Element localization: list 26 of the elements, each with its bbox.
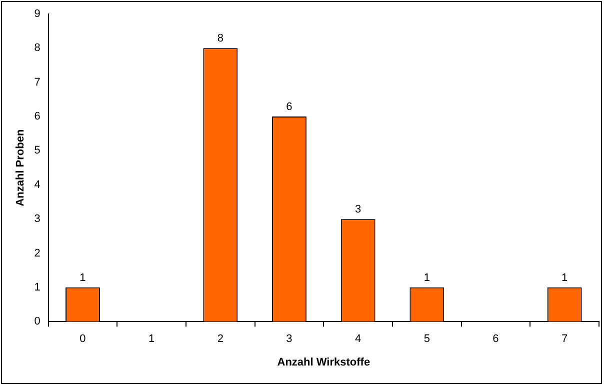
data-label: 6: [286, 101, 292, 114]
data-label: 1: [424, 272, 430, 284]
y-tick-label: 3: [34, 213, 40, 226]
x-tick-label: 6: [492, 333, 499, 346]
y-tick-label: 7: [34, 76, 40, 88]
x-tick-label: 7: [562, 333, 568, 346]
x-tick-label: 5: [424, 333, 430, 346]
y-tick-label: 5: [34, 144, 40, 157]
data-label: 8: [217, 32, 224, 45]
x-axis-title: Anzahl Wirkstoffe: [277, 356, 370, 368]
y-tick-label: 6: [34, 110, 40, 123]
y-axis-title: Anzahl Proben: [14, 129, 27, 206]
x-tick-label: 1: [148, 333, 155, 346]
y-tick-label: 8: [34, 42, 40, 54]
data-label: 3: [355, 204, 362, 216]
y-tick-label: 1: [34, 281, 40, 294]
y-tick-label: 2: [34, 247, 40, 260]
y-tick-label: 9: [34, 8, 40, 20]
y-tick-label: 0: [34, 316, 40, 328]
data-label: 1: [80, 272, 86, 284]
x-tick-label: 3: [286, 333, 292, 346]
y-tick-label: 4: [34, 178, 40, 191]
x-tick-label: 0: [80, 333, 86, 346]
x-tick-label: 4: [355, 333, 362, 346]
x-tick-label: 2: [217, 333, 224, 346]
data-label: 1: [562, 272, 568, 284]
